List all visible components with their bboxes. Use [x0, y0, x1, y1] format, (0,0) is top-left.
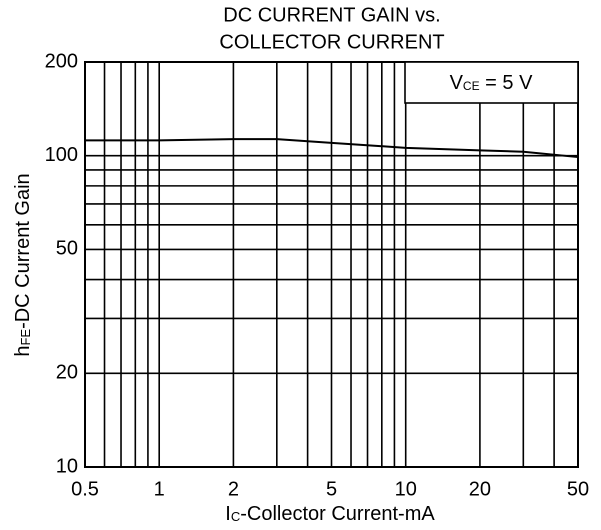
- x-tick-label: 50: [567, 478, 589, 500]
- annotation: VCE = 5 V: [450, 72, 533, 94]
- chart-title: DC CURRENT GAIN vs.: [223, 4, 440, 26]
- annotation-part: CE: [463, 79, 480, 93]
- annotation-box: [404, 61, 579, 104]
- y-tick-label: 100: [45, 144, 78, 166]
- x-tick-label: 5: [326, 478, 337, 500]
- y-tick-label: 50: [56, 238, 78, 260]
- x-tick-label: 0.5: [71, 478, 99, 500]
- x-tick-label: 20: [469, 478, 491, 500]
- x-axis-label: IC-Collector Current-mA: [225, 503, 435, 525]
- x-tick-label: 2: [228, 478, 239, 500]
- y-tick-label: 200: [45, 50, 78, 72]
- x-tick-label: 10: [395, 478, 417, 500]
- annotation-part: V: [450, 72, 464, 94]
- y-tick-label: 10: [56, 455, 78, 477]
- y-axis-label: hFE-DC Current Gain: [12, 173, 34, 356]
- x-tick-label: 1: [154, 478, 165, 500]
- y-tick-label: 20: [56, 362, 78, 384]
- annotation-part: = 5 V: [480, 72, 533, 94]
- plot-frame: [84, 61, 579, 468]
- data-line: [85, 138, 579, 159]
- chart-title: COLLECTOR CURRENT: [219, 31, 444, 53]
